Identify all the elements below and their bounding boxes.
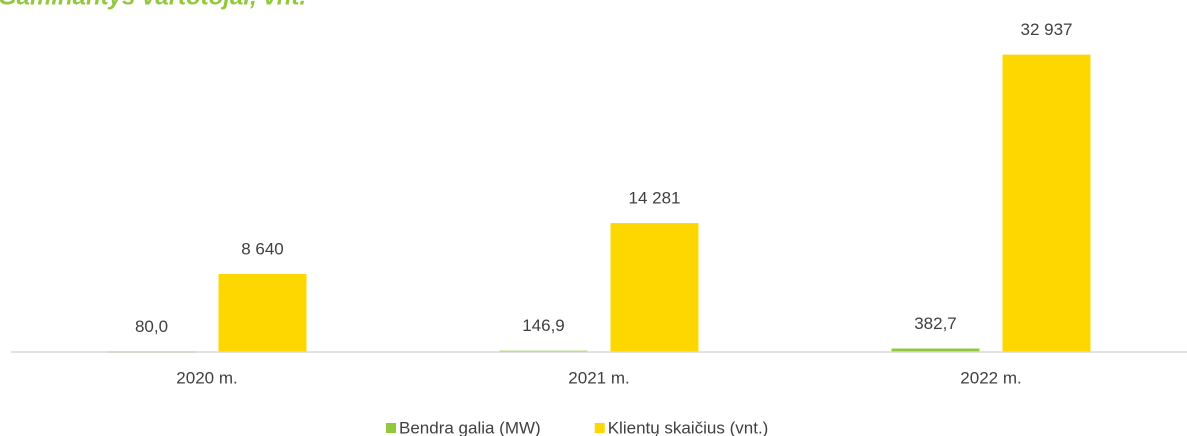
- data-label: 80,0: [135, 317, 168, 336]
- legend-label: Bendra galia (MW): [399, 418, 541, 436]
- x-tick-label: 2021 m.: [568, 368, 629, 387]
- chart-title: Gaminantys vartotojai, vnt.: [0, 0, 306, 10]
- bar: [610, 223, 699, 352]
- x-tick-label: 2022 m.: [960, 368, 1021, 387]
- data-label: 32 937: [1021, 20, 1073, 39]
- data-label: 8 640: [241, 239, 284, 258]
- bar: [1002, 54, 1091, 352]
- legend-swatch: [594, 423, 605, 433]
- data-label: 146,9: [522, 316, 565, 335]
- x-tick-label: 2020 m.: [176, 368, 237, 387]
- bar: [891, 348, 980, 352]
- legend-label: Klientų skaičius (vnt.): [608, 418, 769, 436]
- bar: [218, 274, 307, 352]
- data-label: 382,7: [914, 314, 957, 333]
- data-label: 14 281: [629, 189, 681, 208]
- legend-swatch: [386, 423, 396, 433]
